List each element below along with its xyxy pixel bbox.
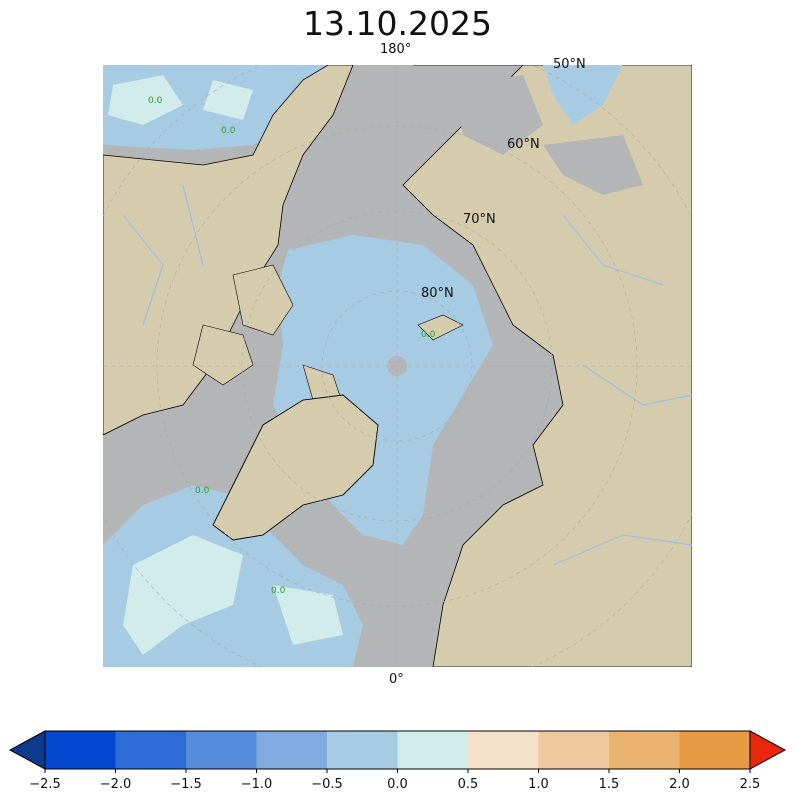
colorbar-tick-label: 1.5 bbox=[598, 777, 620, 792]
colorbar-segment bbox=[397, 731, 469, 769]
greenland-landmass bbox=[212, 394, 379, 541]
atlantic-anomaly-patch bbox=[123, 535, 343, 655]
colorbar-tick-label: 0.5 bbox=[457, 777, 479, 792]
eurasia-landmass bbox=[402, 65, 692, 667]
colorbar-under-extension bbox=[8, 730, 46, 770]
colorbar-tick-label: 2.0 bbox=[669, 777, 690, 792]
colorbar bbox=[8, 730, 787, 773]
polar-map: 0.0 0.0 0.0 0.0 0.0 bbox=[103, 65, 692, 667]
pole-hole bbox=[387, 356, 407, 376]
arctic-archipelago bbox=[192, 264, 344, 406]
svalbard-island bbox=[417, 314, 464, 341]
colorbar-tick-label: −1.5 bbox=[170, 777, 202, 792]
contour-labels: 0.0 0.0 0.0 0.0 0.0 bbox=[148, 96, 436, 596]
colorbar-segment bbox=[186, 731, 257, 769]
colorbar-tick-label: −2.5 bbox=[29, 777, 61, 792]
map-title: 13.10.2025 bbox=[303, 4, 492, 43]
colorbar-segment bbox=[115, 731, 187, 769]
colorbar-tick-label: −0.5 bbox=[311, 777, 343, 792]
colorbar-tick-label: 0.0 bbox=[387, 777, 408, 792]
colorbar-tick-label: −1.0 bbox=[240, 777, 273, 792]
pacific-anomaly-patch bbox=[108, 65, 573, 125]
colorbar-segment bbox=[609, 731, 680, 769]
rivers bbox=[122, 184, 692, 566]
parallel-label-60n: 60°N bbox=[507, 137, 540, 152]
colorbar-segment bbox=[327, 731, 398, 769]
colorbar-tick-label: −2.0 bbox=[99, 777, 132, 792]
graticule bbox=[103, 65, 692, 667]
colorbar-over-extension bbox=[749, 730, 787, 770]
contour-label: 0.0 bbox=[148, 96, 163, 106]
colorbar-tick-label: 1.0 bbox=[528, 777, 549, 792]
parallel-label-70n: 70°N bbox=[463, 212, 496, 227]
parallel-label-50n: 50°N bbox=[553, 57, 586, 72]
contour-label: 0.0 bbox=[271, 586, 286, 596]
parallel-label-80n: 80°N bbox=[421, 286, 454, 301]
colorbar-segment bbox=[256, 731, 328, 769]
meridian-label-0: 0° bbox=[389, 672, 404, 687]
contour-label: 0.0 bbox=[195, 486, 210, 496]
north-america-landmass bbox=[103, 65, 354, 436]
contour-label: 0.0 bbox=[421, 330, 436, 340]
meridian-label-180: 180° bbox=[380, 42, 412, 57]
colorbar-segment bbox=[679, 731, 751, 769]
okhotsk-sea bbox=[543, 65, 623, 125]
colorbar-segment bbox=[538, 731, 610, 769]
contour-label: 0.0 bbox=[221, 126, 236, 136]
bering-sea-ice bbox=[453, 75, 643, 195]
colorbar-tick-label: 2.5 bbox=[739, 777, 761, 792]
colorbar-segment bbox=[45, 731, 116, 769]
colorbar-segment bbox=[468, 731, 539, 769]
